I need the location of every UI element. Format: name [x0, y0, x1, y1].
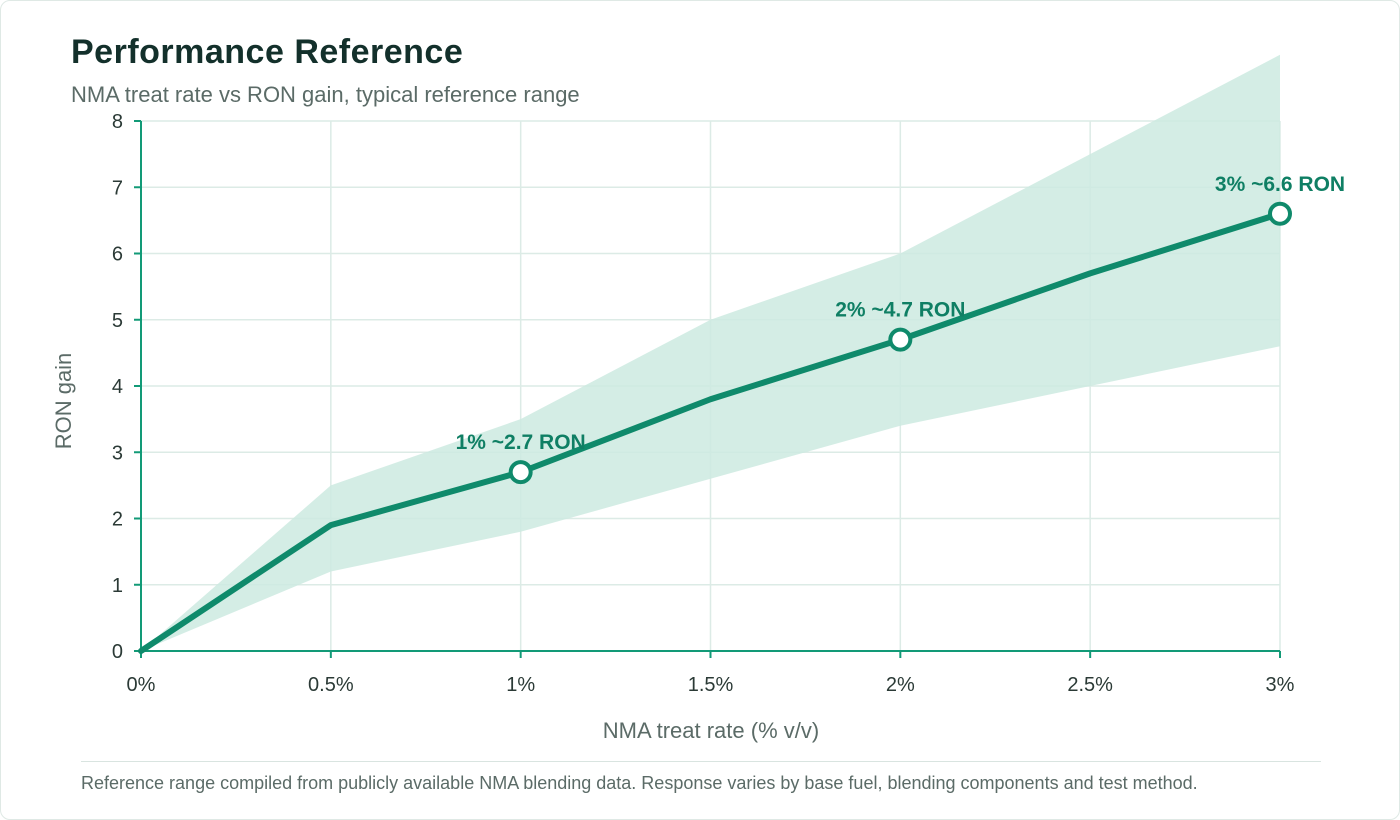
- data-point-annotation: 3% ~6.6 RON: [1215, 173, 1345, 196]
- y-tick-label: 2: [112, 509, 123, 531]
- data-point-marker: [1268, 201, 1292, 226]
- series-line-ron-gain: [138, 210, 1283, 654]
- markers: 1% ~2.7 RON 2% ~4.7 RON 3% ~6.6 RON: [456, 173, 1345, 485]
- reference-range-band: [141, 54, 1280, 651]
- y-tick-label: 6: [112, 244, 123, 266]
- y-tick-label: 4: [112, 376, 123, 398]
- y-tick-label: 8: [112, 111, 123, 133]
- x-tick-label: 1.5%: [688, 674, 734, 696]
- y-tick-label: 0: [112, 641, 123, 663]
- y-tick-label: 1: [112, 575, 123, 597]
- data-point-marker: [508, 460, 533, 485]
- x-axis-label: NMA treat rate (% v/v): [603, 718, 819, 743]
- y-tick-label: 5: [112, 310, 123, 332]
- x-tick-label: 0%: [127, 674, 156, 696]
- reference-band: [141, 54, 1280, 651]
- page-subtitle: NMA treat rate vs RON gain, typical refe…: [71, 82, 580, 107]
- x-tick-label: 0.5%: [308, 674, 354, 696]
- line-chart: 1% ~2.7 RON 2% ~4.7 RON 3% ~6.6 RON 0% 0.5%…: [51, 54, 1345, 743]
- axes: [134, 120, 1281, 658]
- data-point-marker: [888, 327, 913, 352]
- x-tick-label: 3%: [1266, 674, 1295, 696]
- y-axis-label: RON gain: [51, 353, 76, 450]
- x-tick-label: 1%: [506, 674, 535, 696]
- x-tick-label: 2%: [886, 674, 915, 696]
- y-tick-label: 7: [112, 177, 123, 199]
- page-title: Performance Reference: [71, 33, 464, 71]
- footer-divider: [81, 761, 1321, 762]
- data-point-annotation: 2% ~4.7 RON: [835, 299, 965, 322]
- x-tick-label: 2.5%: [1067, 674, 1113, 696]
- tick-labels: 0% 0.5% 1% 1.5% 2% 2.5% 3% 0 1 2 3 4 5 6 7 8: [112, 111, 1295, 696]
- footnote: Reference range compiled from publicly a…: [81, 773, 1198, 793]
- data-point-annotation: 1% ~2.7 RON: [456, 431, 586, 454]
- y-tick-label: 3: [112, 442, 123, 464]
- series-line: [138, 210, 1283, 654]
